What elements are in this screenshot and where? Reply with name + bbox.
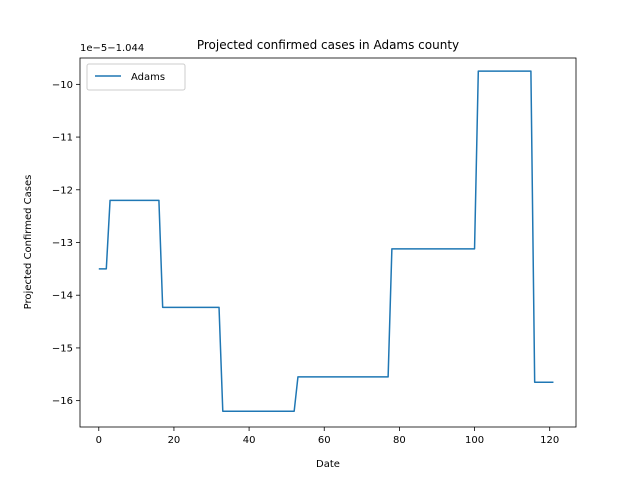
legend-box (86, 63, 186, 91)
y-tick-label: −15 (52, 343, 73, 354)
chart-title: Projected confirmed cases in Adams count… (197, 38, 459, 52)
series-layer (98, 70, 554, 412)
y-tick-label: −12 (52, 185, 73, 196)
legend: Adams (86, 63, 186, 91)
x-axis-label: Date (316, 459, 340, 470)
x-tick-label: 60 (318, 435, 331, 446)
y-tick-label: −13 (52, 238, 73, 249)
x-axis: 0 20 40 60 80 100 120 (96, 427, 559, 446)
y-offset-label: 1e−5−1.044 (80, 43, 144, 54)
x-tick-label: 0 (96, 435, 102, 446)
x-tick-label: 120 (540, 435, 559, 446)
y-axis: −16 −15 −14 −13 −12 −11 −10 (52, 80, 80, 407)
x-tick-label: 80 (393, 435, 406, 446)
y-tick-label: −10 (52, 80, 73, 91)
y-axis-label: Projected Confirmed Cases (23, 175, 34, 310)
y-tick-label: −16 (52, 396, 73, 407)
legend-label: Adams (131, 72, 165, 83)
x-tick-label: 20 (168, 435, 181, 446)
series-line-adams (98, 70, 554, 412)
y-tick-label: −14 (52, 291, 73, 302)
y-tick-label: −11 (52, 133, 73, 144)
x-tick-label: 40 (243, 435, 256, 446)
plot-area (79, 57, 577, 428)
x-tick-label: 100 (465, 435, 484, 446)
